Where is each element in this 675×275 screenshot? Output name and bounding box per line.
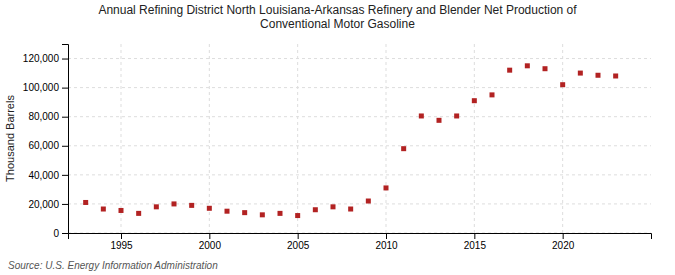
marker bbox=[437, 118, 442, 123]
marker bbox=[490, 92, 495, 97]
marker bbox=[101, 207, 106, 212]
marker bbox=[313, 207, 318, 212]
tick-mark bbox=[62, 146, 68, 147]
tick: 2005 bbox=[287, 233, 310, 251]
tick: 2020 bbox=[552, 233, 575, 251]
marker bbox=[225, 209, 230, 214]
tick-label: 100,000 bbox=[23, 82, 60, 93]
grid-line bbox=[68, 116, 651, 117]
marker bbox=[419, 113, 424, 118]
grid-line bbox=[121, 44, 122, 233]
tick-label: 0 bbox=[53, 228, 59, 239]
grid-line bbox=[68, 58, 651, 59]
tick: 80,000 bbox=[28, 111, 68, 122]
tick-mark bbox=[62, 175, 68, 176]
grid-line bbox=[68, 145, 651, 146]
marker bbox=[472, 98, 477, 103]
tick: 0 bbox=[53, 228, 68, 239]
tick-label: 120,000 bbox=[23, 53, 60, 64]
tick-mark bbox=[62, 117, 68, 118]
tick-mark bbox=[62, 233, 68, 234]
marker bbox=[560, 82, 565, 87]
annotation: Source: U.S. Energy Information Administ… bbox=[8, 260, 218, 271]
y-axis-title: Thousand Barrels bbox=[4, 95, 16, 182]
tick: 20,000 bbox=[28, 199, 68, 210]
grid-line bbox=[68, 174, 651, 175]
tick-label: 2015 bbox=[464, 240, 487, 251]
tick: 120,000 bbox=[23, 53, 68, 64]
marker bbox=[384, 185, 389, 190]
tick-label: 20,000 bbox=[28, 199, 59, 210]
tick-mark bbox=[62, 59, 68, 60]
tick-label: 2000 bbox=[199, 240, 222, 251]
tick: 40,000 bbox=[28, 170, 68, 181]
marker bbox=[154, 204, 159, 209]
tick-label: 2020 bbox=[552, 240, 575, 251]
markers bbox=[83, 63, 618, 218]
grid-line bbox=[386, 44, 387, 233]
marker bbox=[295, 213, 300, 218]
marker bbox=[401, 146, 406, 151]
marker bbox=[172, 201, 177, 206]
marker bbox=[578, 71, 583, 76]
tick: 2000 bbox=[199, 233, 222, 251]
grid-line bbox=[209, 44, 210, 233]
tick-label: 80,000 bbox=[28, 111, 59, 122]
chart: 1995 2000 2005 2010 2015 2020 0 20,000 40,000 60,… bbox=[0, 0, 675, 275]
tick-mark bbox=[209, 233, 210, 239]
tick-mark bbox=[62, 204, 68, 205]
marker bbox=[525, 63, 530, 68]
marker bbox=[189, 203, 194, 208]
tick-label: 1995 bbox=[110, 240, 133, 251]
tick: 1995 bbox=[110, 233, 133, 251]
axis-line bbox=[62, 45, 69, 234]
tick-label: 60,000 bbox=[28, 140, 59, 151]
marker bbox=[613, 73, 618, 78]
grid-line bbox=[297, 44, 298, 233]
marker bbox=[454, 113, 459, 118]
tick: 2010 bbox=[375, 233, 398, 251]
marker bbox=[596, 73, 601, 78]
marker bbox=[543, 66, 548, 71]
tick-mark bbox=[121, 233, 122, 239]
tick-mark bbox=[298, 233, 299, 239]
marker bbox=[242, 210, 247, 215]
marker bbox=[83, 200, 88, 205]
grid-line bbox=[68, 203, 651, 204]
tick: 2015 bbox=[464, 233, 487, 251]
title: Annual Refining District North Louisiana… bbox=[98, 3, 577, 31]
marker bbox=[260, 212, 265, 217]
grid-line bbox=[474, 44, 475, 233]
marker bbox=[207, 206, 212, 211]
marker bbox=[507, 68, 512, 73]
x-axis: 1995 2000 2005 2010 2015 2020 bbox=[69, 233, 652, 251]
marker bbox=[278, 211, 283, 216]
plot-area: 1995 2000 2005 2010 2015 2020 0 20,000 40,000 60,… bbox=[23, 44, 652, 251]
tick-mark bbox=[386, 233, 387, 239]
tick: 60,000 bbox=[28, 140, 68, 151]
marker bbox=[136, 211, 141, 216]
marker bbox=[119, 208, 124, 213]
marker bbox=[366, 199, 371, 204]
tick-label: 40,000 bbox=[28, 170, 59, 181]
grid-line bbox=[68, 87, 651, 88]
tick-label: 2010 bbox=[375, 240, 398, 251]
marker bbox=[348, 207, 353, 212]
tick-mark bbox=[563, 233, 564, 239]
grid bbox=[68, 44, 651, 233]
axis-line bbox=[69, 234, 652, 240]
tick-mark bbox=[474, 233, 475, 239]
tick-mark bbox=[62, 88, 68, 89]
y-axis: 0 20,000 40,000 60,000 80,000 100,000 120,000 bbox=[23, 45, 69, 239]
marker bbox=[331, 204, 336, 209]
grid-line bbox=[562, 44, 563, 233]
tick-label: 2005 bbox=[287, 240, 310, 251]
tick: 100,000 bbox=[23, 82, 68, 93]
